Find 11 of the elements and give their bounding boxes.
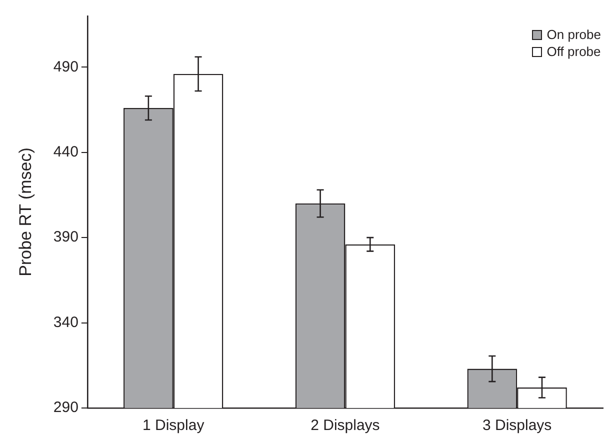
y-tick-label: 340 (53, 314, 78, 331)
text: Off probe (546, 43, 601, 60)
x-tick-label: 1 Display (142, 417, 205, 434)
x-tick-label: 3 Displays (482, 417, 552, 434)
y-tick-label: 390 (53, 228, 78, 246)
legend-label: On probe (546, 26, 601, 43)
x-tick-label: 2 Displays (310, 417, 380, 434)
y-tick-label: 440 (53, 143, 78, 160)
y-tick-label: 290 (53, 399, 78, 416)
y-axis-title: Probe RT (msec) (16, 148, 35, 276)
y-tick-label: 490 (53, 58, 78, 76)
